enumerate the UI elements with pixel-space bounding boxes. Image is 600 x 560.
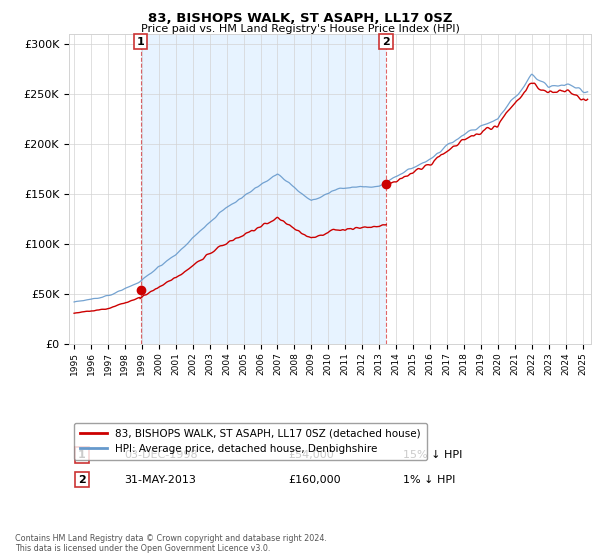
Text: 2: 2 bbox=[78, 474, 86, 484]
Text: 1: 1 bbox=[137, 36, 145, 46]
Text: 31-MAY-2013: 31-MAY-2013 bbox=[124, 474, 196, 484]
Bar bbox=[140, 34, 386, 344]
Text: 1% ↓ HPI: 1% ↓ HPI bbox=[403, 474, 455, 484]
Text: Contains HM Land Registry data © Crown copyright and database right 2024.
This d: Contains HM Land Registry data © Crown c… bbox=[15, 534, 327, 553]
Legend: 83, BISHOPS WALK, ST ASAPH, LL17 0SZ (detached house), HPI: Average price, detac: 83, BISHOPS WALK, ST ASAPH, LL17 0SZ (de… bbox=[74, 423, 427, 460]
Text: 1: 1 bbox=[78, 450, 86, 460]
Text: £160,000: £160,000 bbox=[288, 474, 341, 484]
Text: 2: 2 bbox=[382, 36, 390, 46]
Text: 83, BISHOPS WALK, ST ASAPH, LL17 0SZ: 83, BISHOPS WALK, ST ASAPH, LL17 0SZ bbox=[148, 12, 452, 25]
Text: Price paid vs. HM Land Registry's House Price Index (HPI): Price paid vs. HM Land Registry's House … bbox=[140, 24, 460, 34]
Text: £54,000: £54,000 bbox=[288, 450, 334, 460]
Text: 03-DEC-1998: 03-DEC-1998 bbox=[124, 450, 197, 460]
Text: 15% ↓ HPI: 15% ↓ HPI bbox=[403, 450, 463, 460]
